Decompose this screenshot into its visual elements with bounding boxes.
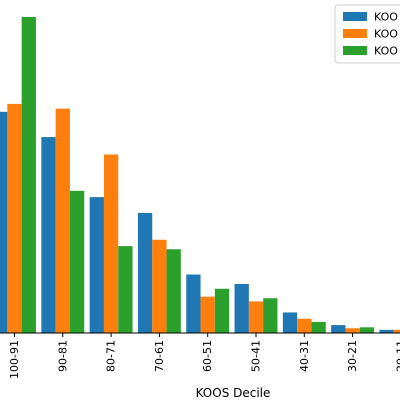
bar-series-1-90-81 bbox=[41, 137, 56, 333]
bar-series-2-20-11 bbox=[393, 329, 400, 333]
bar-series-3-30-21 bbox=[359, 327, 375, 333]
bar-series-3-50-41 bbox=[263, 298, 278, 333]
x-tick-label: 100-91 bbox=[8, 340, 21, 379]
bar-series-1-50-41 bbox=[234, 284, 249, 333]
legend-swatch-3 bbox=[343, 46, 367, 55]
bar-series-1-70-61 bbox=[137, 212, 153, 333]
x-tick-label: 20-11 bbox=[394, 340, 400, 372]
bar-series-1-20-11 bbox=[379, 329, 394, 333]
bar-series-2-100-91 bbox=[7, 103, 22, 334]
x-tick-label: 70-61 bbox=[153, 340, 166, 372]
legend-label-3: KOO bbox=[374, 45, 398, 58]
legend-label-1: KOO bbox=[374, 11, 398, 24]
bar-series-1-60-51 bbox=[186, 274, 201, 333]
bar-series-1-30-21 bbox=[331, 325, 346, 333]
x-tick-label: 40-31 bbox=[298, 340, 311, 372]
legend-label-2: KOO bbox=[374, 28, 398, 41]
bar-series-2-40-31 bbox=[297, 318, 312, 333]
bar-series-1-40-31 bbox=[282, 312, 298, 333]
bar-series-2-60-51 bbox=[200, 296, 215, 333]
x-tick-label: 30-21 bbox=[346, 340, 359, 372]
x-axis-label: KOOS Decile bbox=[196, 386, 271, 400]
bar-series-2-90-81 bbox=[55, 108, 70, 333]
bar-series-3-40-31 bbox=[311, 321, 326, 333]
bar-series-3-60-51 bbox=[214, 288, 230, 333]
bar-series-3-90-81 bbox=[69, 190, 85, 333]
bar-series-2-30-21 bbox=[345, 328, 360, 333]
x-tick-label: 60-51 bbox=[201, 340, 214, 372]
bar-series-1-100-91 bbox=[0, 111, 8, 333]
bar-series-2-80-71 bbox=[103, 154, 119, 333]
bar-series-1-80-71 bbox=[89, 197, 104, 333]
legend: KOO KOO KOO bbox=[334, 4, 400, 64]
legend-swatch-1 bbox=[343, 12, 367, 21]
x-tick-label: 50-41 bbox=[250, 340, 263, 372]
bar-series-3-70-61 bbox=[166, 249, 181, 333]
bar-series-3-80-71 bbox=[118, 246, 133, 333]
bar-series-2-50-41 bbox=[248, 301, 264, 333]
x-ticks-group: 100-91 90-81 80-71 70-61 60-51 50-41 40-31 30-2… bbox=[8, 333, 400, 379]
legend-swatch-2 bbox=[343, 29, 367, 38]
bar-series-2-70-61 bbox=[152, 239, 167, 333]
bar-series-3-100-91 bbox=[21, 17, 36, 333]
x-tick-label: 80-71 bbox=[105, 340, 118, 372]
x-tick-label: 90-81 bbox=[56, 340, 69, 372]
bars-group bbox=[0, 17, 400, 334]
